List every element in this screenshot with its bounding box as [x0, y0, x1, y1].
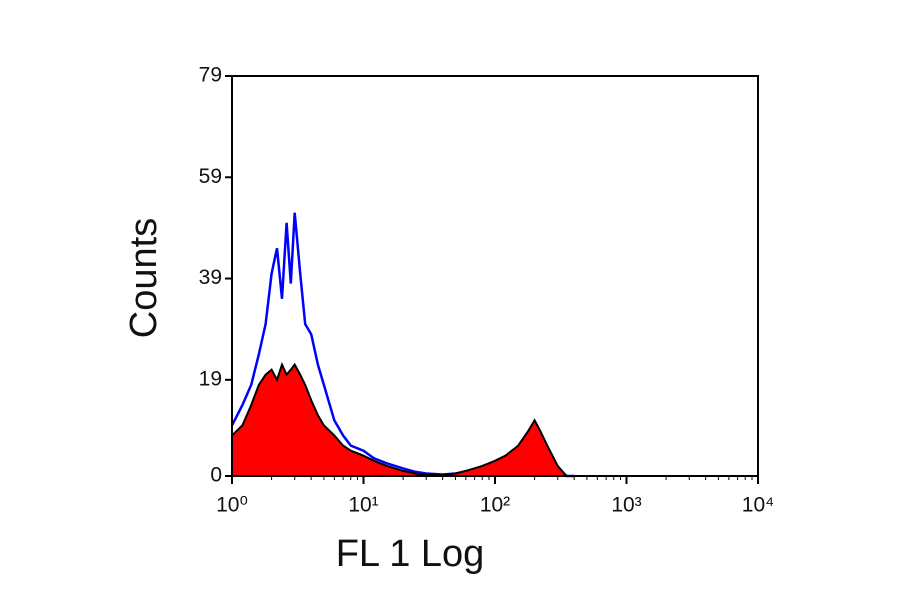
- y-tick-label: 79: [199, 64, 222, 87]
- x-axis-label: FL 1 Log: [336, 533, 485, 575]
- x-tick-label: 10³: [611, 494, 641, 517]
- y-tick-label: 39: [199, 266, 222, 289]
- x-tick-label: 10⁰: [216, 494, 248, 517]
- area-edge: [231, 361, 575, 477]
- y-tick-label: 59: [199, 165, 222, 188]
- area-fill: [232, 364, 575, 476]
- x-tick-label: 10¹: [348, 494, 378, 517]
- y-tick-label: 19: [199, 367, 222, 390]
- x-tick-label: 10⁴: [742, 494, 774, 517]
- x-tick-label: 10²: [480, 494, 510, 517]
- y-tick-label: 0: [210, 464, 222, 487]
- y-axis-label: Counts: [123, 218, 165, 338]
